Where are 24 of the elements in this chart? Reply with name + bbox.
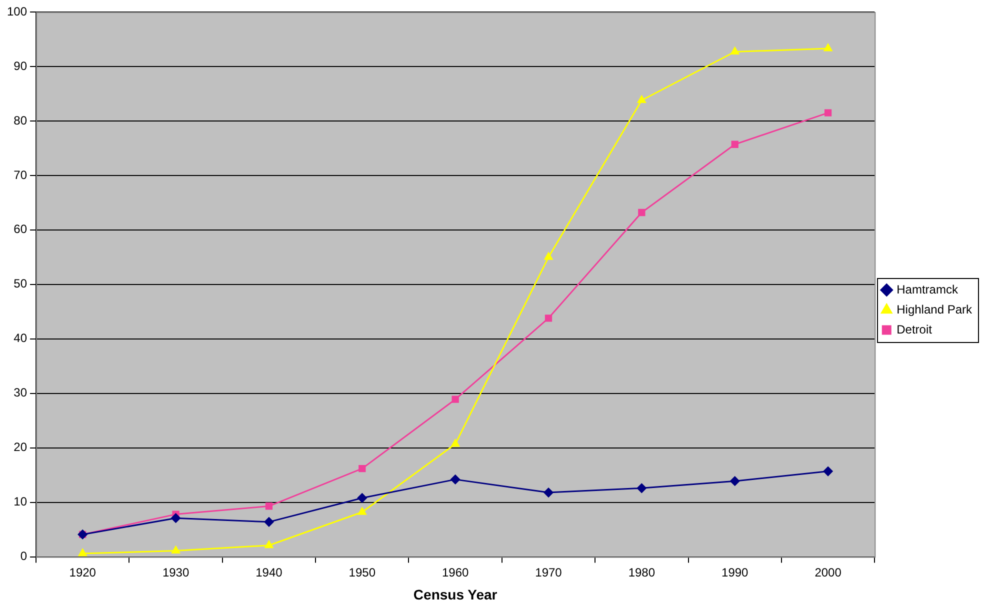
legend-label: Detroit	[896, 322, 933, 336]
legend-label: Hamtramck	[896, 282, 959, 296]
x-tick-label: 1990	[722, 565, 749, 580]
y-tick-label: 70	[14, 168, 28, 182]
y-tick-label: 100	[6, 4, 28, 18]
y-tick-label: 20	[14, 440, 28, 454]
x-tick-label: 1980	[628, 565, 656, 580]
y-tick-label: 10	[14, 494, 28, 509]
x-tick-label: 1920	[69, 565, 96, 580]
y-tick-label: 80	[14, 113, 28, 128]
x-tick-label: 2000	[814, 565, 842, 580]
y-tick-label: 0	[20, 549, 28, 564]
y-tick-label: 30	[14, 386, 28, 400]
x-tick-label: 1940	[256, 565, 283, 580]
legend-label: Highland Park	[896, 302, 973, 316]
y-tick-label: 50	[14, 276, 28, 291]
x-tick-label: 1950	[348, 565, 376, 580]
y-tick-label: 40	[14, 331, 28, 346]
x-axis-title: Census Year	[413, 586, 498, 602]
x-tick-label: 1930	[162, 565, 190, 580]
y-tick-label: 60	[14, 222, 28, 236]
y-tick-label: 90	[14, 58, 28, 73]
x-tick-label: 1970	[535, 565, 562, 580]
x-tick-label: 1960	[442, 565, 469, 580]
